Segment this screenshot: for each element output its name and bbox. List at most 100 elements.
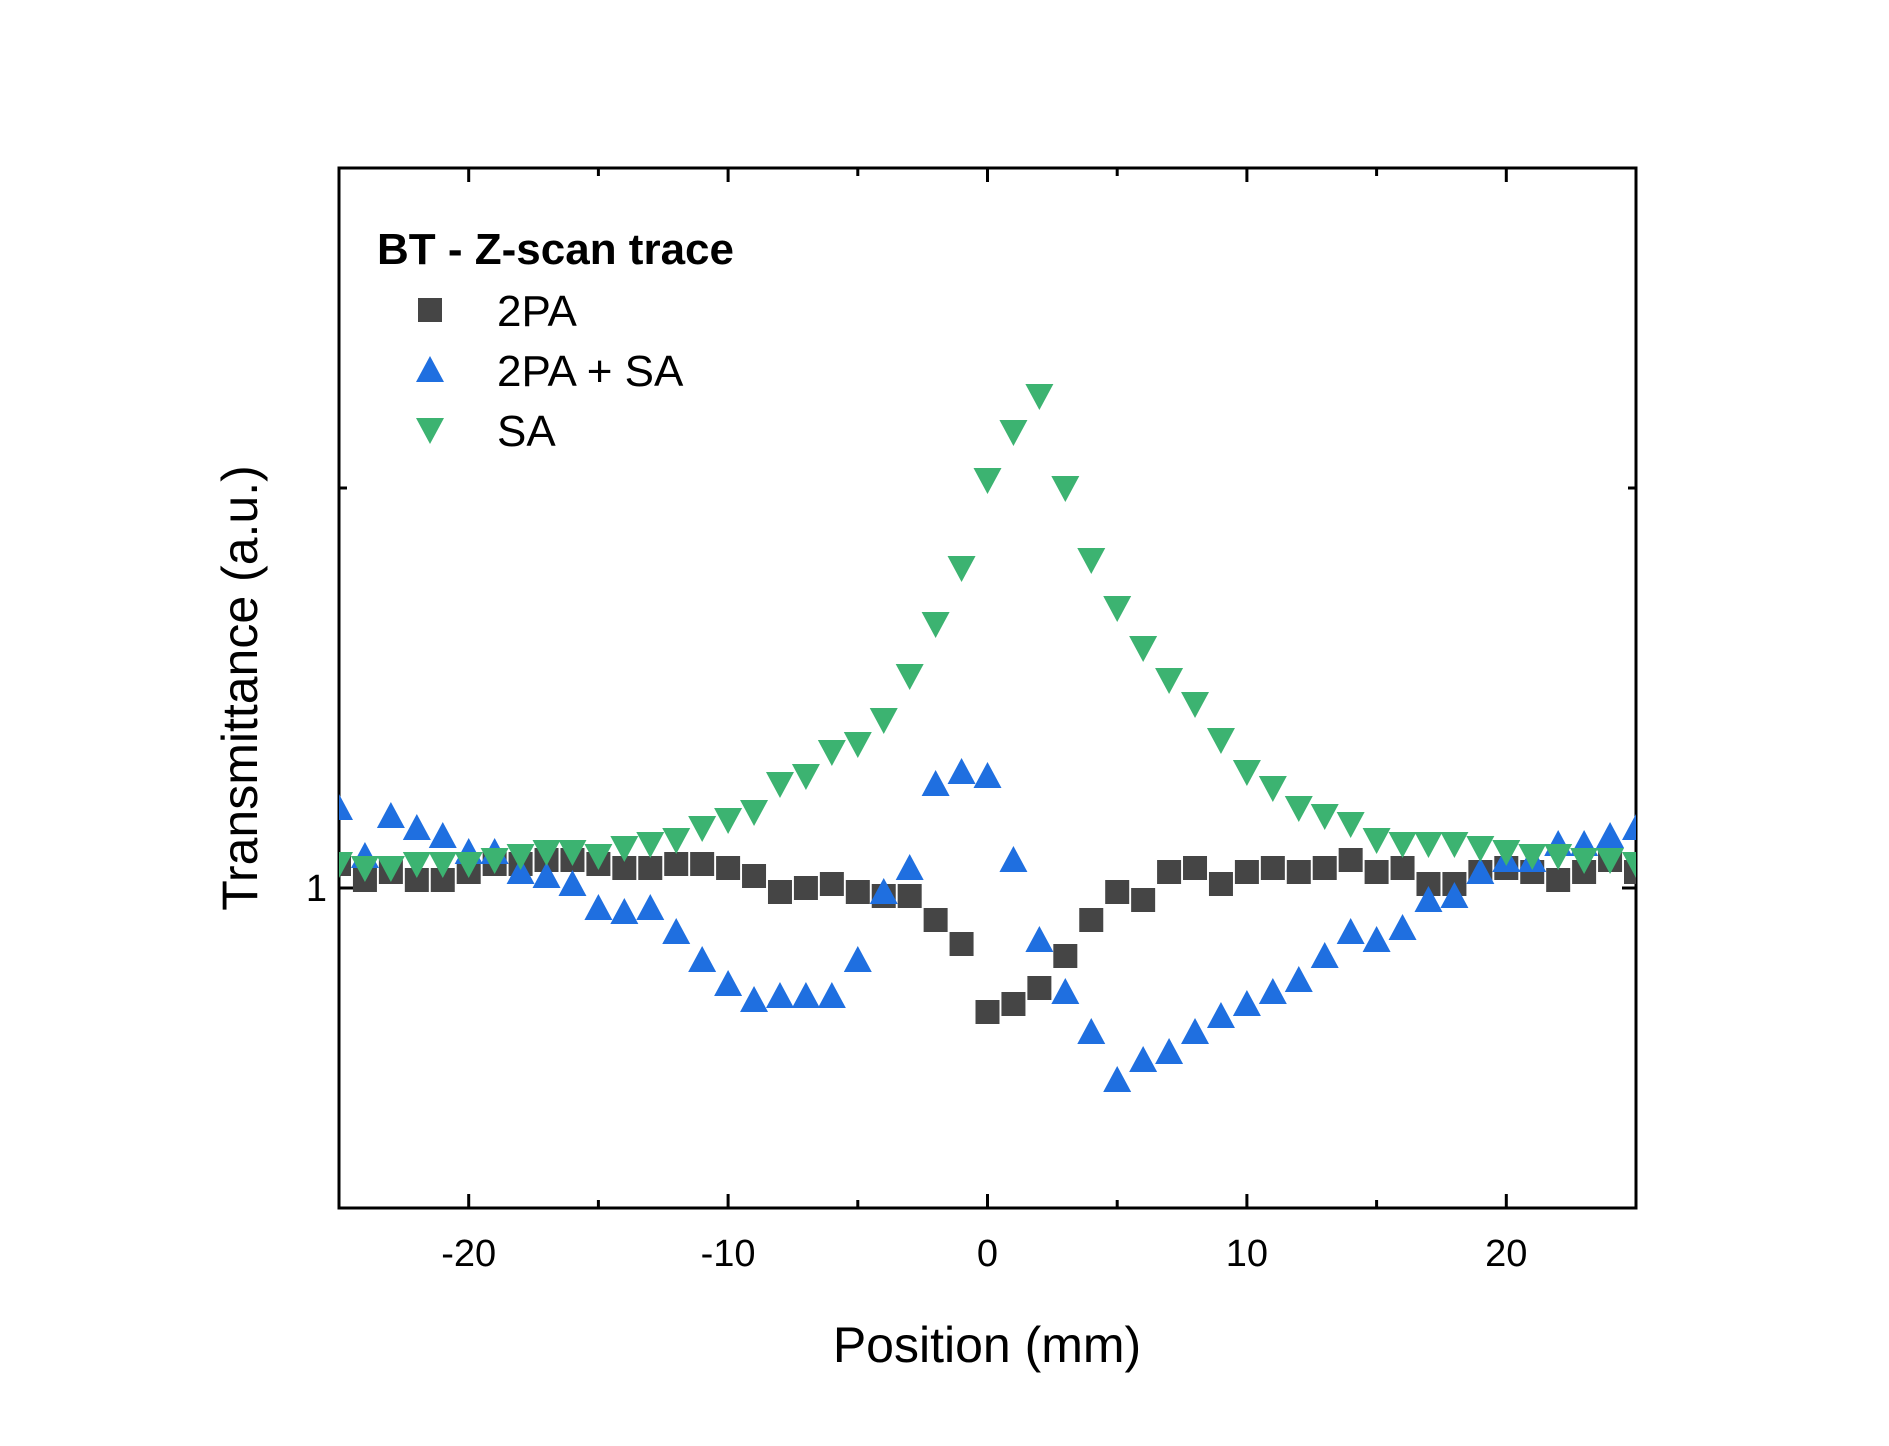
x-axis-title: Position (mm) xyxy=(833,1317,1141,1373)
point-sa xyxy=(1362,828,1391,854)
point-2pa xyxy=(1157,860,1182,884)
point-2pa-sa xyxy=(688,946,717,972)
point-2pa-sa xyxy=(947,758,976,784)
point-sa xyxy=(1077,548,1106,574)
point-2pa xyxy=(1546,868,1571,892)
point-2pa-sa xyxy=(506,858,535,884)
point-2pa-sa xyxy=(584,894,613,920)
point-2pa xyxy=(1131,888,1156,912)
series-sa xyxy=(339,384,1636,882)
point-sa xyxy=(869,708,898,734)
point-sa xyxy=(584,844,613,870)
point-2pa xyxy=(767,880,792,904)
point-sa xyxy=(921,612,950,638)
point-2pa-sa xyxy=(1414,886,1443,912)
legend-marker-sa xyxy=(416,418,444,444)
point-sa xyxy=(1284,796,1313,822)
axis-ticks xyxy=(337,168,1638,1208)
point-sa xyxy=(1440,832,1469,858)
point-2pa-sa xyxy=(895,854,924,880)
point-2pa-sa xyxy=(610,898,639,924)
series-2pa-sa xyxy=(339,758,1636,1092)
x-tick-label: 10 xyxy=(1226,1233,1268,1275)
point-2pa-sa xyxy=(1336,918,1365,944)
point-2pa xyxy=(1260,856,1285,880)
point-2pa-sa xyxy=(765,982,794,1008)
point-2pa-sa xyxy=(869,878,898,904)
point-sa xyxy=(402,852,431,878)
point-2pa-sa xyxy=(1025,926,1054,952)
point-2pa-sa xyxy=(1206,1002,1235,1028)
point-sa xyxy=(714,808,743,834)
point-sa xyxy=(740,800,769,826)
point-sa xyxy=(791,764,820,790)
point-2pa-sa xyxy=(376,802,405,828)
legend: BT - Z-scan trace 2PA 2PA + SA SA xyxy=(377,225,734,456)
point-2pa-sa xyxy=(999,846,1028,872)
data-points xyxy=(339,384,1636,1092)
point-2pa xyxy=(897,884,922,908)
legend-label-2pa: 2PA xyxy=(497,287,578,336)
point-2pa xyxy=(1390,856,1415,880)
point-sa xyxy=(688,816,717,842)
legend-label-2pa-sa: 2PA + SA xyxy=(497,347,684,396)
point-2pa-sa xyxy=(1596,822,1625,848)
point-sa xyxy=(973,468,1002,494)
point-2pa-sa xyxy=(1284,966,1313,992)
point-sa xyxy=(765,772,794,798)
point-2pa-sa xyxy=(428,822,457,848)
legend-label-sa: SA xyxy=(497,407,556,456)
y-tick-label: 1 xyxy=(306,868,327,910)
point-sa xyxy=(1518,844,1547,870)
legend-title: BT - Z-scan trace xyxy=(377,225,734,274)
point-2pa xyxy=(664,852,689,876)
point-sa xyxy=(1570,848,1599,874)
point-sa xyxy=(895,664,924,690)
point-2pa-sa xyxy=(558,870,587,896)
point-2pa xyxy=(1364,860,1389,884)
point-sa xyxy=(1466,836,1495,862)
x-tick-label: 20 xyxy=(1485,1233,1527,1275)
point-sa xyxy=(1051,476,1080,502)
point-2pa-sa xyxy=(1051,978,1080,1004)
point-2pa-sa xyxy=(636,894,665,920)
point-sa xyxy=(1206,728,1235,754)
point-2pa-sa xyxy=(740,986,769,1012)
point-sa xyxy=(1129,636,1158,662)
point-2pa-sa xyxy=(1258,978,1287,1004)
point-sa xyxy=(1622,852,1636,878)
point-2pa-sa xyxy=(1232,990,1261,1016)
point-2pa xyxy=(1312,856,1337,880)
x-tick-label: -20 xyxy=(441,1233,496,1275)
point-2pa-sa xyxy=(1362,926,1391,952)
point-2pa-sa xyxy=(532,862,561,888)
point-2pa xyxy=(1027,976,1052,1000)
point-2pa-sa xyxy=(402,814,431,840)
x-tick-label: 0 xyxy=(977,1233,998,1275)
point-sa xyxy=(1492,840,1521,866)
point-2pa xyxy=(1234,860,1259,884)
point-2pa-sa xyxy=(1388,914,1417,940)
legend-marker-2pa xyxy=(418,298,442,322)
point-2pa-sa xyxy=(714,970,743,996)
point-sa xyxy=(1414,832,1443,858)
point-2pa-sa xyxy=(817,982,846,1008)
point-sa xyxy=(1544,844,1573,870)
point-sa xyxy=(428,852,457,878)
point-2pa-sa xyxy=(791,982,820,1008)
point-2pa xyxy=(1338,848,1363,872)
point-2pa xyxy=(1286,860,1311,884)
point-sa xyxy=(636,832,665,858)
axis-tick-labels: -20 -10 0 10 20 1 xyxy=(306,868,1528,1275)
point-2pa xyxy=(1208,872,1233,896)
point-2pa-sa xyxy=(843,946,872,972)
point-sa xyxy=(376,856,405,882)
point-sa xyxy=(454,852,483,878)
point-sa xyxy=(1155,668,1184,694)
point-2pa-sa xyxy=(1103,1066,1132,1092)
point-sa xyxy=(339,852,353,878)
point-2pa-sa xyxy=(1155,1038,1184,1064)
y-axis-title: Transmittance (a.u.) xyxy=(212,465,268,911)
legend-marker-2pa-sa xyxy=(416,356,444,382)
point-2pa xyxy=(845,880,870,904)
